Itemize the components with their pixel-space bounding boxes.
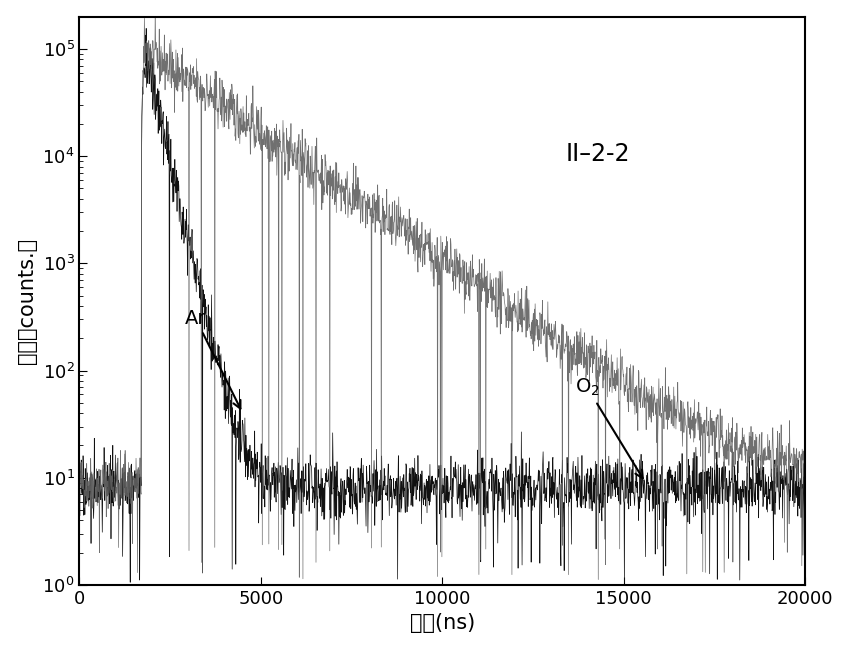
Text: II–2-2: II–2-2 <box>565 142 630 166</box>
Text: $\mathregular{O_2}$: $\mathregular{O_2}$ <box>575 377 643 478</box>
Text: Ar: Ar <box>184 309 241 409</box>
Y-axis label: 强度（counts.）: 强度（counts.） <box>17 238 37 364</box>
X-axis label: 时间(ns): 时间(ns) <box>410 614 475 633</box>
